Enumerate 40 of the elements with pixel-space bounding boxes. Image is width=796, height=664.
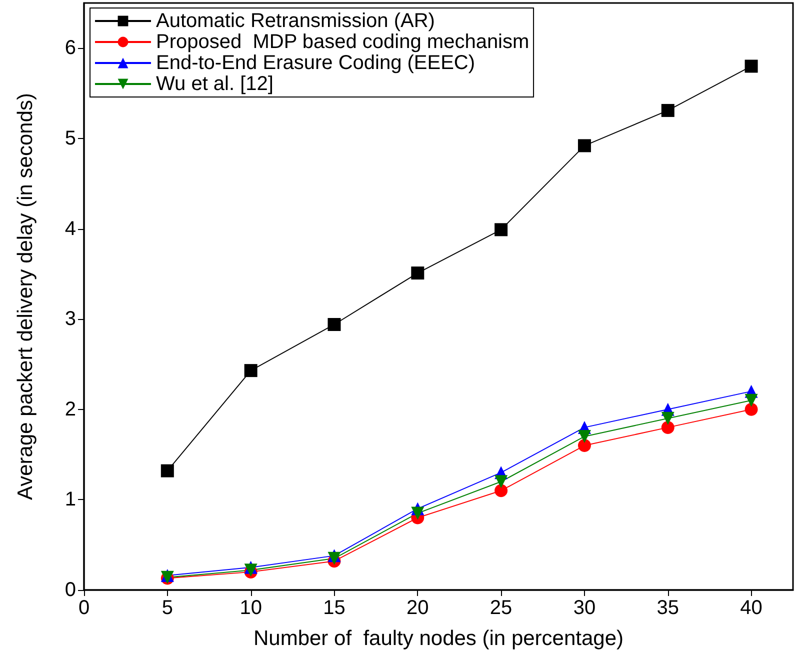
x-tick-label: 15 (323, 597, 346, 619)
point (661, 104, 674, 117)
y-tick-label: 1 (64, 488, 76, 511)
point (578, 439, 591, 452)
x-tick-label: 30 (573, 597, 596, 619)
legend-label: Wu et al. [12] (156, 73, 274, 95)
y-axis-title: Average packert delivery delay (in seconds) (14, 93, 37, 500)
y-tick-label: 3 (64, 308, 76, 330)
y-tick-label: 4 (64, 218, 76, 240)
y-tick-label: 2 (64, 398, 76, 420)
x-tick-label: 5 (162, 597, 173, 619)
point (328, 318, 341, 331)
x-tick-label: 35 (656, 597, 680, 619)
point (494, 475, 508, 488)
x-axis-title: Number of faulty nodes (in percentage) (253, 627, 624, 650)
point (661, 420, 674, 434)
x-tick-label: 10 (240, 597, 262, 619)
legend-label: Automatic Retransmission (AR) (156, 10, 435, 32)
point (244, 364, 258, 378)
y-tick-label: 5 (64, 127, 76, 150)
x-tick-label: 20 (406, 597, 429, 619)
point (494, 223, 508, 236)
point (328, 552, 341, 565)
point (744, 402, 758, 416)
y-tick-label: 6 (64, 37, 76, 60)
x-tick-label: 25 (490, 597, 512, 619)
point (494, 484, 508, 498)
point (744, 60, 758, 73)
legend-label: Proposed MDP based coding mechanism (156, 31, 530, 53)
point (411, 506, 424, 520)
legend-label: End-to-End Erasure Coding (EEEC) (156, 52, 476, 74)
y-tick-label: 0 (64, 579, 76, 601)
point (661, 412, 674, 425)
point (411, 266, 424, 280)
point (160, 464, 174, 478)
x-tick-label: 40 (740, 597, 762, 619)
point (744, 394, 758, 407)
x-tick-label: 0 (78, 597, 90, 619)
point (578, 139, 591, 152)
point (578, 430, 591, 443)
